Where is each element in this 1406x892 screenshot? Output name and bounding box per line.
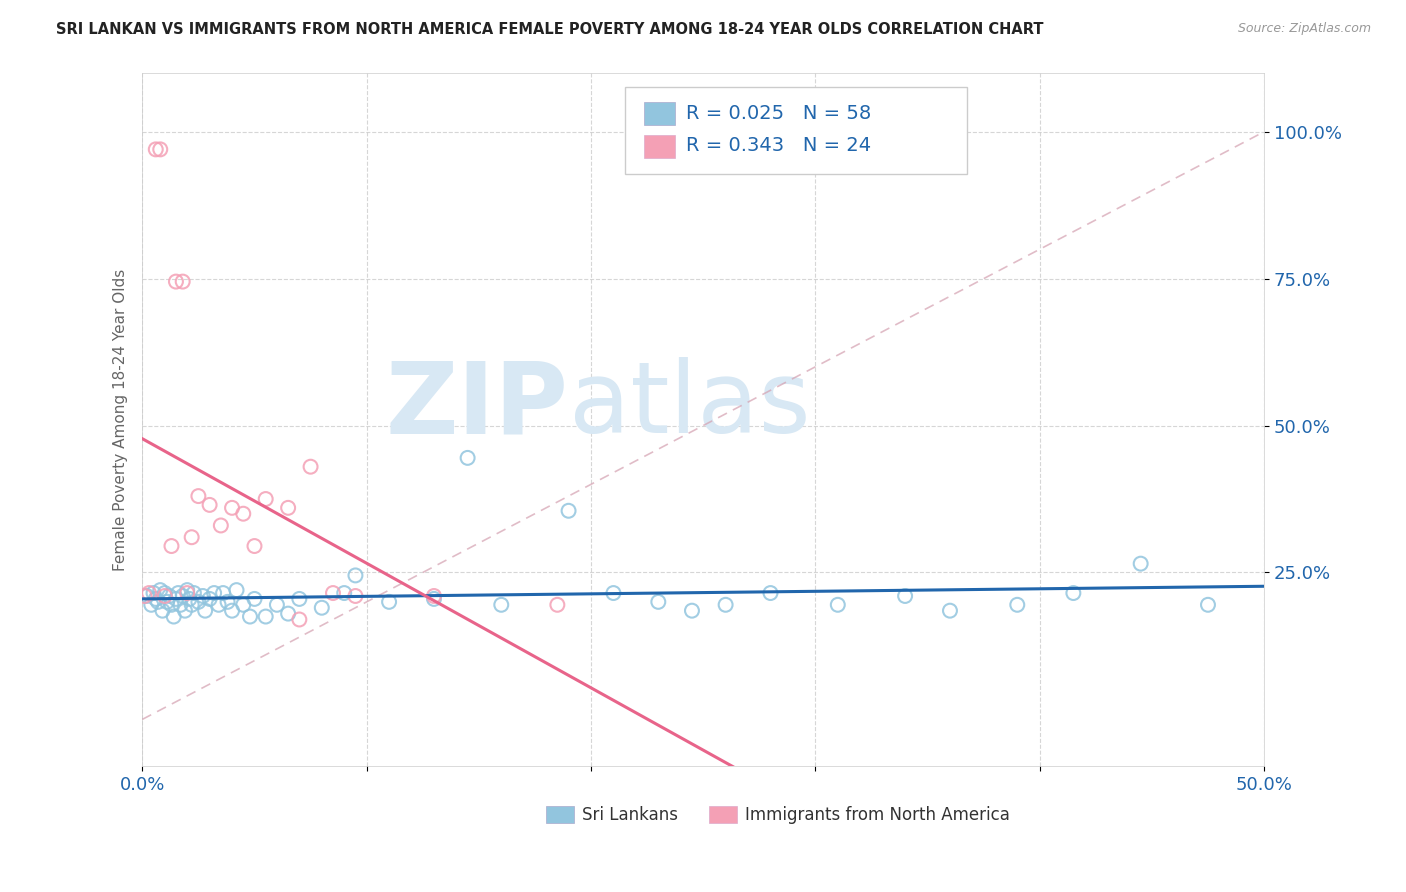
Point (145, 591, 167, 606)
Point (254, 491, 277, 506)
Text: Sri Lankans: Sri Lankans (582, 806, 678, 824)
FancyBboxPatch shape (624, 87, 967, 174)
Point (207, 598, 229, 612)
Point (134, 589, 156, 603)
Point (288, 612, 311, 626)
Point (894, 589, 917, 603)
Point (146, 595, 169, 609)
Point (491, 598, 513, 612)
Text: Immigrants from North America: Immigrants from North America (745, 806, 1010, 824)
Point (344, 589, 367, 603)
Point (827, 598, 849, 612)
Point (141, 598, 163, 612)
Point (714, 598, 737, 612)
Point (1062, 586, 1084, 600)
Point (1129, 557, 1152, 571)
Point (243, 539, 266, 553)
Point (232, 598, 254, 612)
Y-axis label: Female Poverty Among 18-24 Year Olds: Female Poverty Among 18-24 Year Olds (114, 268, 128, 571)
Point (759, 586, 782, 600)
Point (160, 539, 183, 553)
Point (423, 591, 446, 606)
FancyBboxPatch shape (709, 806, 737, 823)
Point (243, 591, 266, 606)
Point (546, 598, 568, 612)
Point (135, 589, 157, 603)
Point (187, 595, 209, 609)
Text: SRI LANKAN VS IMMIGRANTS FROM NORTH AMERICA FEMALE POVERTY AMONG 18-24 YEAR OLDS: SRI LANKAN VS IMMIGRANTS FROM NORTH AMER… (56, 22, 1043, 37)
Point (322, 586, 344, 600)
Point (194, 604, 217, 618)
Point (225, 583, 247, 598)
Point (179, 591, 201, 606)
Point (138, 586, 160, 600)
Point (939, 604, 962, 618)
Point (160, 598, 183, 612)
Point (277, 607, 299, 621)
Text: R = 0.025   N = 58: R = 0.025 N = 58 (686, 103, 872, 123)
Point (142, 586, 165, 600)
Point (333, 586, 356, 600)
Point (163, 609, 186, 624)
Point (174, 604, 197, 618)
Point (198, 498, 221, 512)
Point (209, 518, 232, 533)
Point (212, 586, 235, 600)
Point (457, 450, 479, 465)
Point (187, 489, 209, 503)
Point (172, 589, 194, 603)
Point (311, 600, 333, 615)
Point (145, 142, 167, 156)
Point (681, 604, 703, 618)
Point (232, 507, 254, 521)
Point (344, 568, 367, 582)
Point (557, 504, 579, 518)
Point (157, 589, 180, 603)
Point (169, 598, 191, 612)
Text: ZIP: ZIP (385, 358, 568, 454)
Point (176, 583, 198, 598)
Point (277, 500, 299, 515)
Point (152, 604, 174, 618)
FancyBboxPatch shape (644, 102, 675, 125)
FancyBboxPatch shape (546, 806, 574, 823)
Point (180, 530, 202, 544)
Point (202, 586, 225, 600)
Point (1197, 598, 1219, 612)
Point (299, 459, 322, 474)
Text: R = 0.343   N = 24: R = 0.343 N = 24 (686, 136, 872, 155)
Point (191, 589, 214, 603)
Point (221, 500, 243, 515)
Point (378, 595, 401, 609)
Point (176, 586, 198, 600)
Text: Source: ZipAtlas.com: Source: ZipAtlas.com (1237, 22, 1371, 36)
Point (254, 609, 277, 624)
Point (167, 586, 190, 600)
Point (647, 595, 669, 609)
Point (149, 142, 172, 156)
Point (602, 586, 624, 600)
Point (172, 275, 194, 289)
Text: atlas: atlas (568, 358, 810, 454)
Point (423, 589, 446, 603)
Point (288, 591, 311, 606)
Point (183, 586, 205, 600)
Point (165, 275, 187, 289)
Point (198, 591, 221, 606)
Point (217, 595, 239, 609)
Point (165, 591, 187, 606)
Point (149, 583, 172, 598)
Point (153, 589, 176, 603)
Point (1007, 598, 1029, 612)
Point (180, 598, 202, 612)
FancyBboxPatch shape (644, 135, 675, 158)
Point (266, 598, 288, 612)
Point (156, 595, 179, 609)
Point (221, 604, 243, 618)
Point (153, 586, 176, 600)
Point (239, 609, 262, 624)
